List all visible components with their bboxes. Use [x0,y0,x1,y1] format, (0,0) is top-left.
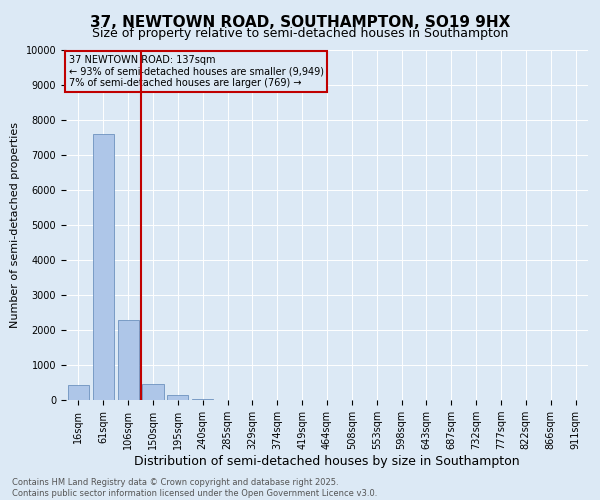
Text: 37, NEWTOWN ROAD, SOUTHAMPTON, SO19 9HX: 37, NEWTOWN ROAD, SOUTHAMPTON, SO19 9HX [90,15,510,30]
Bar [93,134,114,400]
Bar [167,396,188,400]
Text: Contains HM Land Registry data © Crown copyright and database right 2025.
Contai: Contains HM Land Registry data © Crown c… [12,478,377,498]
Y-axis label: Number of semi-detached properties: Number of semi-detached properties [10,122,20,328]
Bar [142,384,164,400]
Bar [68,385,89,400]
Bar [118,320,139,400]
Text: Size of property relative to semi-detached houses in Southampton: Size of property relative to semi-detach… [92,28,508,40]
Text: 37 NEWTOWN ROAD: 137sqm
← 93% of semi-detached houses are smaller (9,949)
7% of : 37 NEWTOWN ROAD: 137sqm ← 93% of semi-de… [68,56,323,88]
X-axis label: Distribution of semi-detached houses by size in Southampton: Distribution of semi-detached houses by … [134,455,520,468]
